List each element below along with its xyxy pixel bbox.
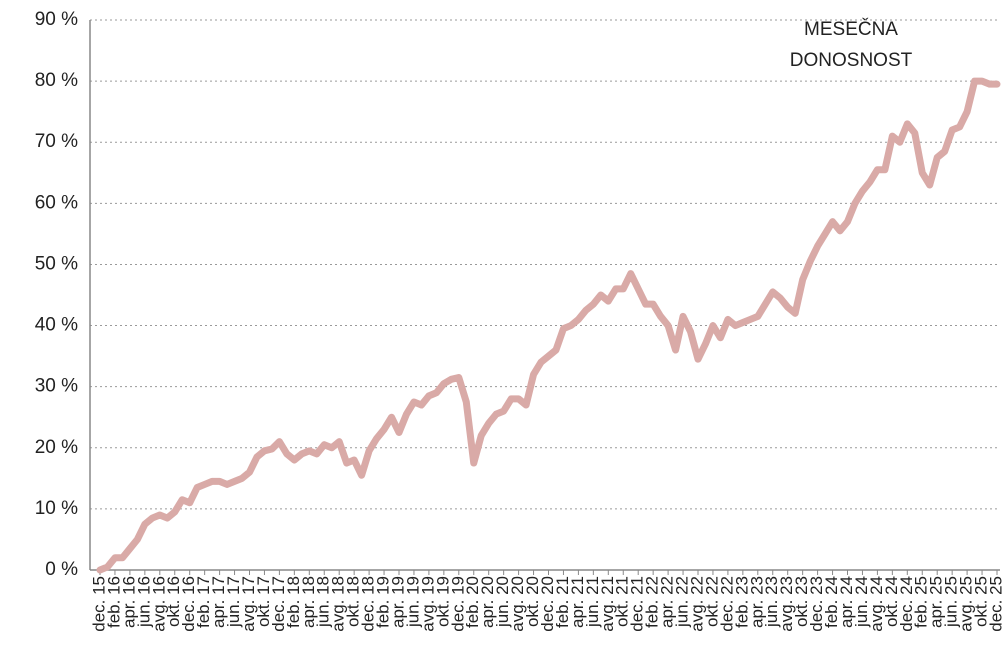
x-tick-label: feb. 16 bbox=[104, 576, 123, 628]
x-tick-label: avg. 23 bbox=[777, 576, 796, 632]
x-tick-label: okt. 24 bbox=[882, 576, 901, 627]
x-tick-label: avg. 18 bbox=[329, 576, 348, 632]
x-tick-label: apr. 16 bbox=[119, 576, 138, 628]
x-tick-label: jun. 21 bbox=[583, 576, 602, 628]
x-tick-label: okt. 20 bbox=[523, 576, 542, 627]
x-tick-label: okt. 22 bbox=[702, 576, 721, 627]
x-tick-label: dec. 15 bbox=[89, 576, 108, 632]
x-tick-label: dec. 18 bbox=[359, 576, 378, 632]
x-tick-label: apr. 23 bbox=[747, 576, 766, 628]
x-tick-label: okt. 19 bbox=[433, 576, 452, 627]
x-tick-label: apr. 19 bbox=[388, 576, 407, 628]
x-tick-label: dec. 22 bbox=[717, 576, 736, 632]
x-tick-label: avg. 21 bbox=[598, 576, 617, 632]
chart-title: MESEČNA bbox=[804, 18, 898, 40]
x-tick-label: okt. 25 bbox=[972, 576, 991, 627]
chart-title: DONOSNOST bbox=[790, 50, 913, 71]
x-tick-label: dec. 23 bbox=[807, 576, 826, 632]
y-tick-label: 40 % bbox=[35, 315, 78, 336]
x-tick-label: feb. 18 bbox=[284, 576, 303, 628]
x-tick-label: apr. 21 bbox=[568, 576, 587, 628]
x-tick-label: jun. 23 bbox=[762, 576, 781, 628]
x-tick-label: dec. 16 bbox=[179, 576, 198, 632]
data-line bbox=[96, 77, 1001, 574]
y-tick-label: 20 % bbox=[35, 437, 78, 458]
x-tick-label: avg. 22 bbox=[687, 576, 706, 632]
y-tick-label: 70 % bbox=[35, 131, 78, 152]
x-tick-label: feb. 25 bbox=[912, 576, 931, 628]
x-tick-label: okt. 16 bbox=[164, 576, 183, 627]
x-tick-label: jun. 19 bbox=[403, 576, 422, 628]
x-tick-label: dec. 20 bbox=[538, 576, 557, 632]
x-tick-label: apr. 18 bbox=[299, 576, 318, 628]
x-tick-label: apr. 20 bbox=[478, 576, 497, 628]
x-tick-label: apr. 24 bbox=[837, 576, 856, 628]
x-tick-label: dec. 25 bbox=[986, 576, 1003, 632]
x-tick-label: feb. 20 bbox=[463, 576, 482, 628]
y-tick-label: 50 % bbox=[35, 253, 78, 274]
x-tick-label: dec. 19 bbox=[448, 576, 467, 632]
x-tick-label: jun. 17 bbox=[224, 576, 243, 628]
y-tick-label: 10 % bbox=[35, 498, 78, 519]
x-tick-label: okt. 18 bbox=[344, 576, 363, 627]
y-tick-label: 30 % bbox=[35, 376, 78, 397]
x-tick-label: avg. 19 bbox=[418, 576, 437, 632]
x-tick-label: avg. 24 bbox=[867, 576, 886, 632]
x-tick-label: dec. 21 bbox=[628, 576, 647, 632]
x-tick-label: okt. 17 bbox=[254, 576, 273, 627]
x-tick-label: jun. 16 bbox=[134, 576, 153, 628]
x-tick-label: feb. 21 bbox=[553, 576, 572, 628]
x-tick-label: feb. 22 bbox=[643, 576, 662, 628]
x-tick-label: avg. 17 bbox=[239, 576, 258, 632]
x-tick-label: avg. 25 bbox=[957, 576, 976, 632]
x-tick-label: okt. 23 bbox=[792, 576, 811, 627]
x-tick-label: apr. 25 bbox=[927, 576, 946, 628]
x-tick-label: feb. 24 bbox=[822, 576, 841, 628]
x-tick-label: jun. 18 bbox=[314, 576, 333, 628]
x-tick-label: jun. 22 bbox=[673, 576, 692, 628]
x-tick-label: dec. 24 bbox=[897, 576, 916, 632]
y-tick-label: 0 % bbox=[45, 559, 78, 580]
x-tick-label: feb. 19 bbox=[374, 576, 393, 628]
x-tick-label: feb. 23 bbox=[732, 576, 751, 628]
x-tick-label: jun. 20 bbox=[493, 576, 512, 628]
x-tick-label: jun. 25 bbox=[942, 576, 961, 628]
y-tick-label: 90 % bbox=[35, 9, 78, 30]
x-tick-label: apr. 22 bbox=[658, 576, 677, 628]
x-tick-label: apr. 17 bbox=[209, 576, 228, 628]
y-tick-label: 80 % bbox=[35, 70, 78, 91]
x-tick-label: okt. 21 bbox=[613, 576, 632, 627]
x-tick-label: avg. 16 bbox=[149, 576, 168, 632]
x-tick-label: dec. 17 bbox=[269, 576, 288, 632]
x-tick-label: jun. 24 bbox=[852, 576, 871, 628]
y-tick-label: 60 % bbox=[35, 192, 78, 213]
x-tick-label: feb. 17 bbox=[194, 576, 213, 628]
x-tick-label: avg. 20 bbox=[508, 576, 527, 632]
